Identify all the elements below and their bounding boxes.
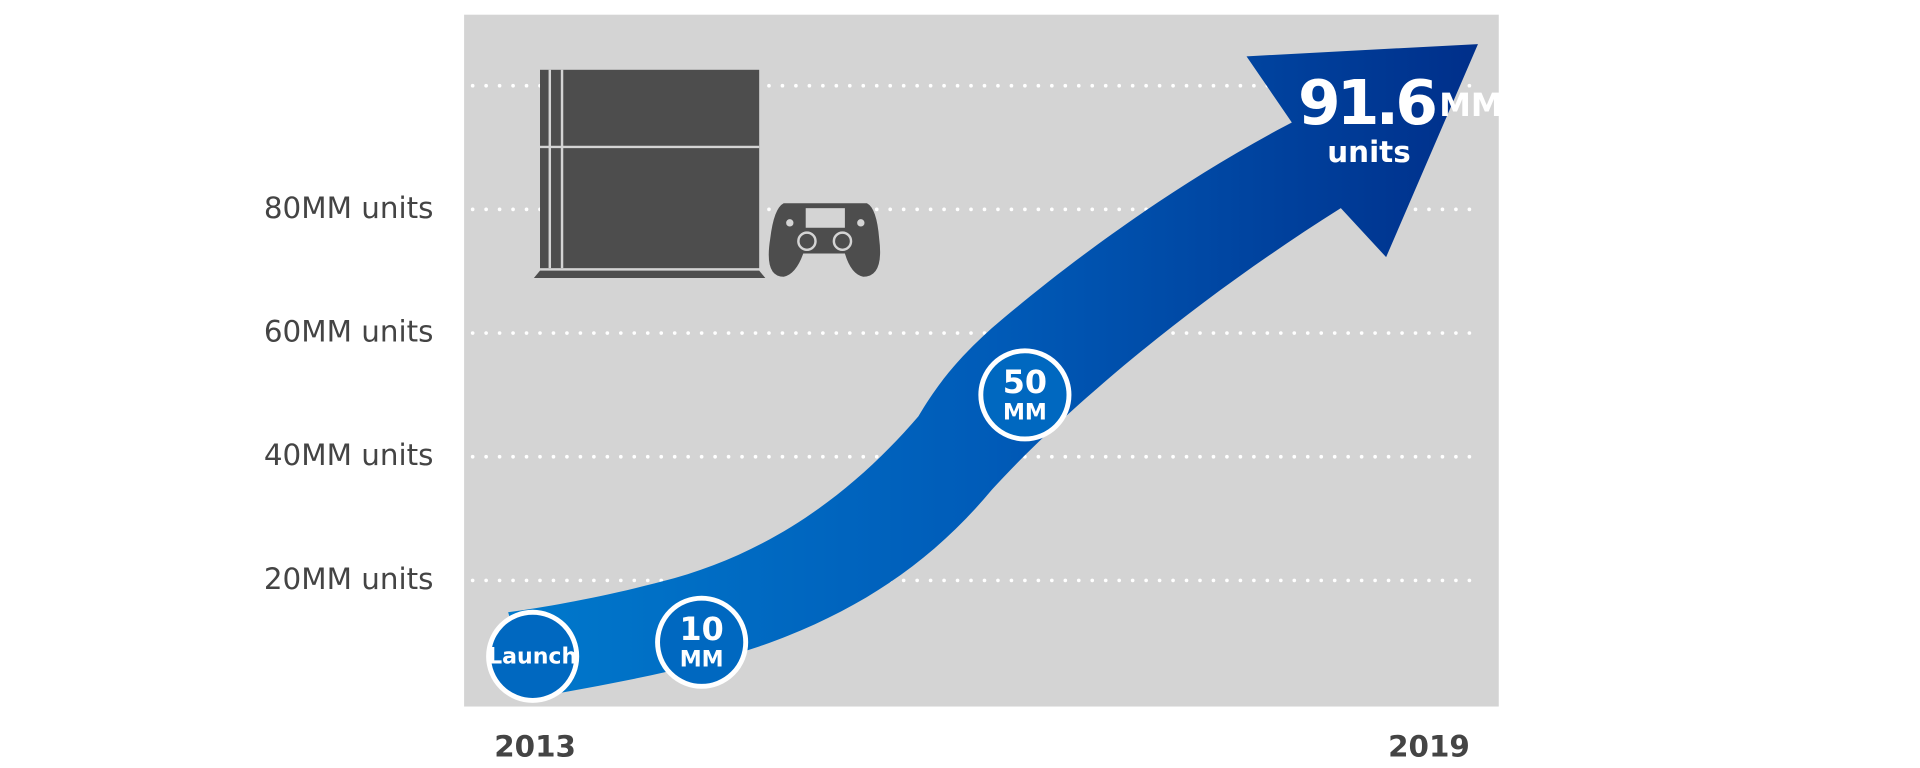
milestone-circle	[655, 595, 749, 689]
y-tick-label: 80MM units	[264, 191, 434, 225]
milestone-value: 10	[679, 610, 723, 648]
y-tick-label: 20MM units	[264, 562, 434, 596]
milestone: Launch	[486, 609, 580, 703]
final-unit: MM	[1439, 86, 1502, 124]
y-tick-label: 40MM units	[264, 438, 434, 472]
final-units: units	[1327, 135, 1410, 169]
milestone-circle	[486, 609, 580, 703]
x-label: 2013	[494, 730, 576, 764]
milestone-value: 50	[1003, 363, 1047, 401]
milestone-unit: MM	[680, 648, 724, 673]
x-label: 2019	[1388, 730, 1470, 764]
milestone-label: Launch	[488, 645, 577, 670]
milestone-circle	[978, 348, 1072, 442]
final-value: 91.6 MM	[1298, 68, 1503, 139]
y-tick-label: 60MM units	[264, 315, 434, 349]
final-number: 91.6	[1298, 68, 1435, 139]
milestone-unit: MM	[1003, 400, 1047, 425]
console-icon	[533, 69, 881, 278]
